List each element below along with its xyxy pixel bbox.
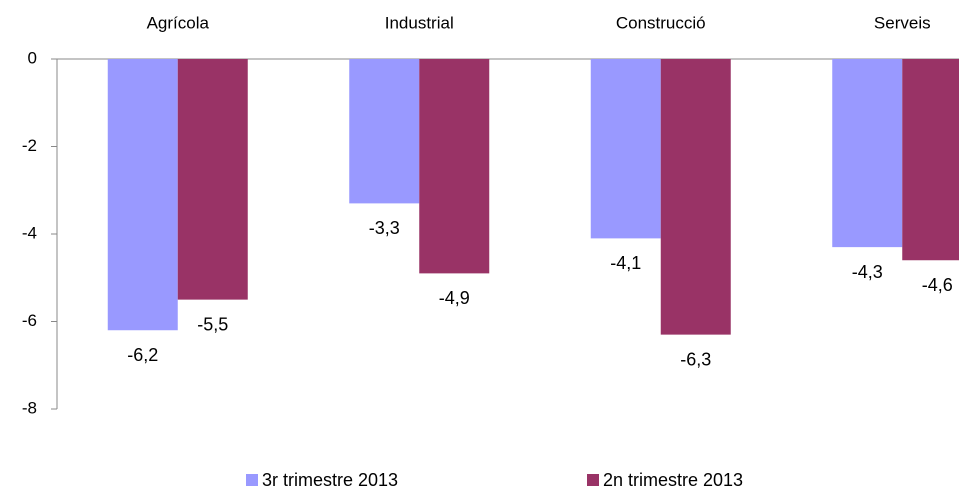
y-tick-label: -8	[22, 398, 37, 417]
value-label: -4,1	[610, 253, 641, 273]
bar	[660, 59, 731, 335]
y-tick-label: -4	[22, 223, 37, 242]
legend-label: 3r trimestre 2013	[262, 470, 398, 490]
legend-label: 2n trimestre 2013	[603, 470, 743, 490]
value-label: -4,3	[852, 262, 883, 282]
category-label: Construcció	[616, 13, 706, 32]
category-label: Agrícola	[147, 13, 210, 32]
value-label: -6,2	[127, 345, 158, 365]
category-label: Industrial	[385, 13, 454, 32]
y-tick-label: -6	[22, 311, 37, 330]
value-label: -4,6	[922, 275, 953, 295]
bar	[902, 59, 959, 261]
bar	[349, 59, 420, 204]
bar	[419, 59, 490, 274]
y-tick-label: -2	[22, 136, 37, 155]
legend-swatch	[246, 474, 258, 486]
value-label: -3,3	[369, 218, 400, 238]
legend-swatch	[587, 474, 599, 486]
bar	[590, 59, 661, 239]
bar	[177, 59, 248, 300]
value-label: -5,5	[197, 314, 228, 334]
bar	[107, 59, 178, 331]
bar	[832, 59, 903, 248]
value-label: -6,3	[680, 349, 711, 369]
category-label: Serveis	[874, 13, 931, 32]
y-tick-label: 0	[28, 48, 37, 67]
value-label: -4,9	[439, 288, 470, 308]
